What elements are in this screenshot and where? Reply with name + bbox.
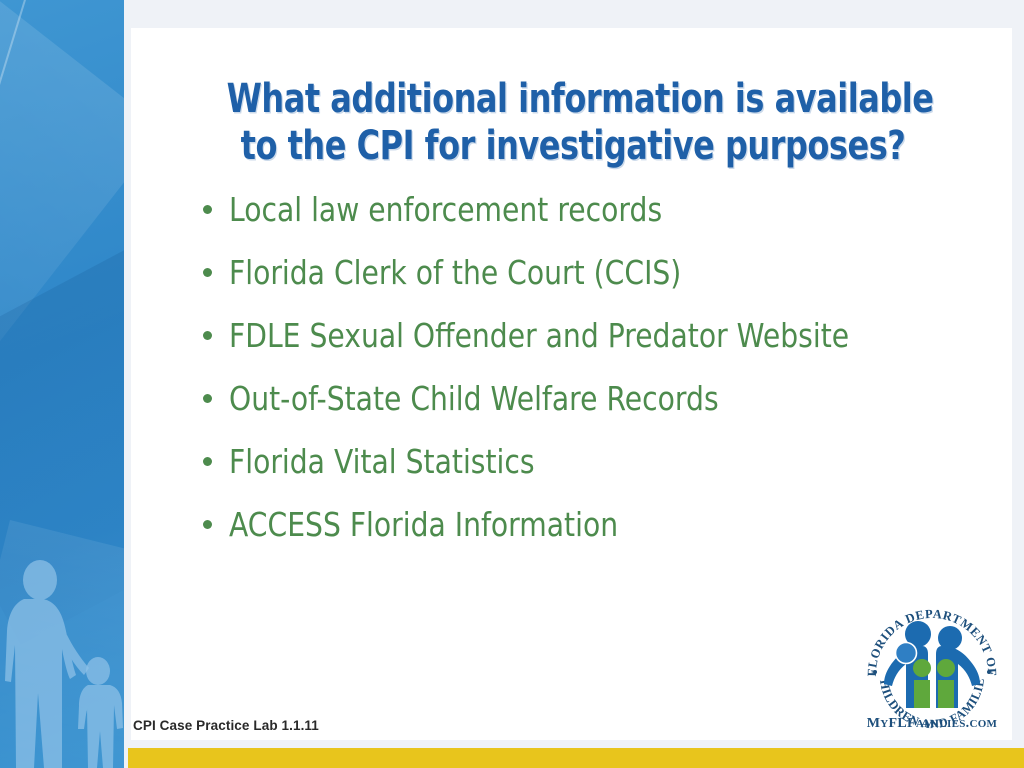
page-title: What additional information is available… [140,76,1006,170]
bullet-list: Local law enforcement records Florida Cl… [199,188,989,566]
logo-head-left [905,621,931,647]
list-item: Local law enforcement records [199,188,989,232]
footer-note: CPI Case Practice Lab 1.1.11 [133,718,319,733]
list-item: ACCESS Florida Information [199,503,989,547]
adult-and-child-silhouette [5,560,123,768]
list-item: Florida Clerk of the Court (CCIS) [199,251,989,295]
logo-children-green [913,659,955,708]
bullet-dot-icon [199,503,229,529]
list-item: FDLE Sexual Offender and Predator Websit… [199,314,989,358]
list-item-label: Out-of-State Child Welfare Records [229,379,719,418]
bullet-dot-icon [199,188,229,214]
slide-content-card: What additional information is available… [131,28,1012,740]
list-item-label: FDLE Sexual Offender and Predator Websit… [229,316,850,355]
bottom-gold-bar [128,748,1024,768]
list-item-label: Local law enforcement records [229,190,663,229]
logo-head-right [938,626,962,650]
florida-dcf-seal-logo: FLORIDA DEPARTMENT OF CHILDREN AND FAMIL… [858,596,998,731]
list-item: Out-of-State Child Welfare Records [199,377,989,421]
list-item-label: ACCESS Florida Information [229,505,619,544]
logo-website-text: MYFLFAMILIES.COM [867,716,998,731]
list-item-label: Florida Vital Statistics [229,442,535,481]
bullet-dot-icon [199,440,229,466]
bullet-dot-icon [199,314,229,340]
page-title-line-1: What additional information is available [226,76,934,122]
list-item-label: Florida Clerk of the Court (CCIS) [229,253,682,292]
logo-head-child [894,641,918,665]
bullet-dot-icon [199,251,229,277]
blue-gradient-panel [0,0,124,768]
list-item: Florida Vital Statistics [199,440,989,484]
bullet-dot-icon [199,377,229,403]
page-title-line-2: to the CPI for investigative purposes? [240,123,906,169]
